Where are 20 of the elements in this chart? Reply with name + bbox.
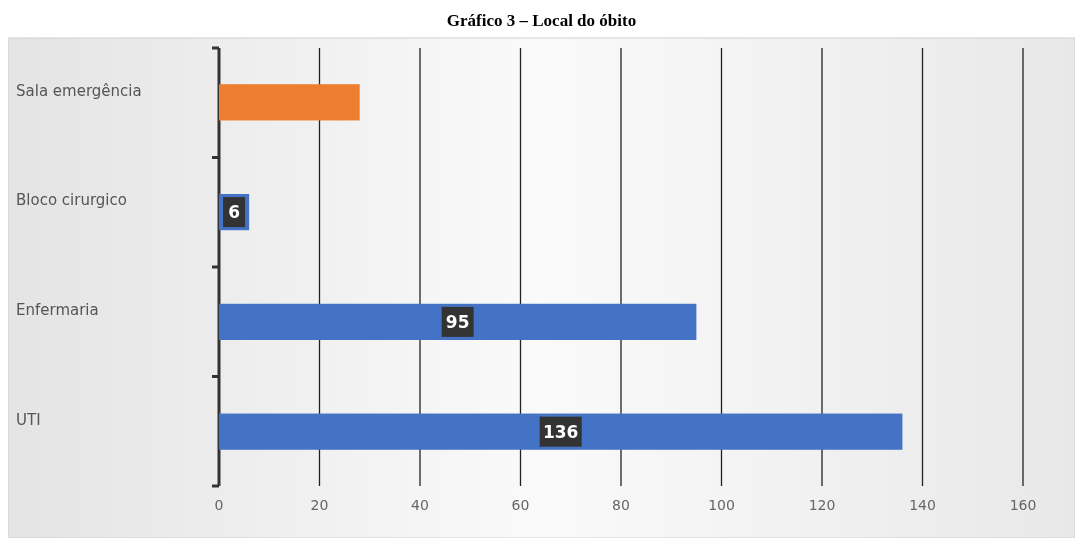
bar <box>219 84 360 121</box>
x-tick-label: 60 <box>511 497 530 513</box>
x-tick-label: 160 <box>1009 497 1037 513</box>
x-tick-label: 100 <box>708 497 735 513</box>
x-tick-label: 20 <box>310 497 329 513</box>
data-label: 136 <box>542 421 579 442</box>
bar <box>219 303 697 340</box>
chart-title: Gráfico 3 – Local do óbito <box>446 11 637 30</box>
bar <box>219 413 903 450</box>
data-label: 95 <box>445 311 470 332</box>
x-tick-label: 40 <box>411 497 429 513</box>
x-tick-label: 120 <box>808 497 836 513</box>
x-tick-label: 0 <box>214 497 224 513</box>
x-tick-label: 80 <box>612 497 630 513</box>
data-label: 6 <box>228 202 240 223</box>
x-tick-label: 140 <box>909 497 936 513</box>
y-tick-label: Enfermaria <box>16 301 99 320</box>
y-tick-label: UTI <box>16 410 41 429</box>
y-tick-label: Sala emergência <box>16 81 142 100</box>
y-tick-label: Bloco cirurgico <box>16 191 127 210</box>
